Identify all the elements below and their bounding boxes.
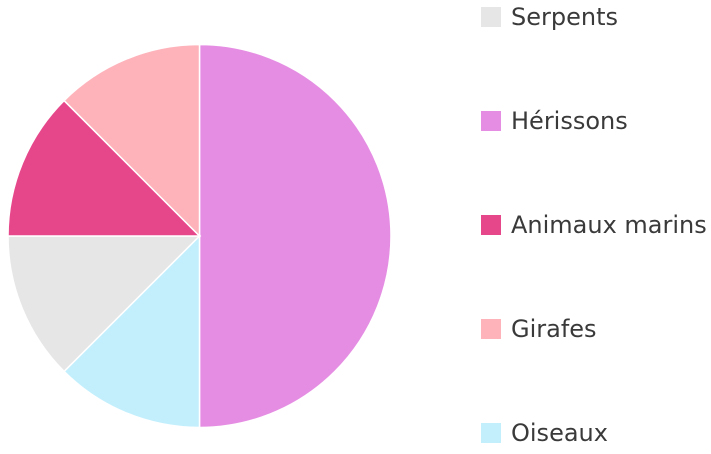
legend-label-girafes: Girafes: [511, 315, 597, 343]
legend-label-oiseaux: Oiseaux: [511, 419, 608, 447]
legend-swatch-herissons: [481, 111, 501, 131]
pie-slice-oiseaux: [63, 234, 201, 429]
pie-slice-animaux-marins: [7, 99, 202, 237]
legend-swatch-animaux-marins: [481, 215, 501, 235]
legend: Serpents Hérissons Animaux marins Girafes Oi…: [481, 3, 707, 447]
legend-label-animaux-marins: Animaux marins: [511, 211, 707, 239]
pie-slice-herissons: [198, 43, 392, 429]
legend-swatch-girafes: [481, 319, 501, 339]
legend-swatch-oiseaux: [481, 423, 501, 443]
legend-label-serpents: Serpents: [511, 3, 618, 31]
legend-swatch-serpents: [481, 7, 501, 27]
pie-slice-serpents: [7, 235, 202, 373]
pie-slices: [7, 43, 392, 429]
legend-label-herissons: Hérissons: [511, 107, 628, 135]
pie-slice-girafes: [63, 43, 201, 238]
